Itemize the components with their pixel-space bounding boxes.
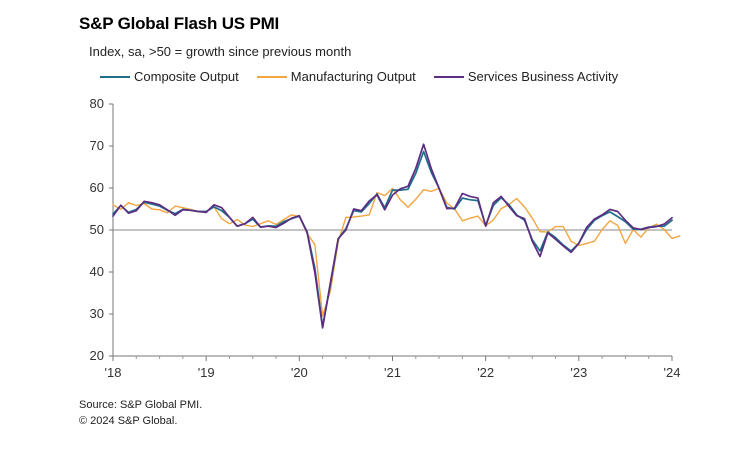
legend-label-composite: Composite Output (134, 69, 239, 84)
x-tick-label: '18 (105, 365, 122, 380)
series-line-manufacturing-output (112, 187, 681, 317)
series-line-composite-output (112, 150, 673, 328)
source-note: Source: S&P Global PMI. (79, 399, 203, 411)
legend-swatch-services (433, 75, 464, 78)
y-tick-label: 30 (90, 306, 104, 321)
copyright-note: © 2024 S&P Global. (79, 415, 178, 427)
chart-legend: Composite Output Manufacturing Output Se… (100, 69, 618, 84)
legend-swatch-manufacturing (256, 75, 287, 78)
x-tick-label: '19 (198, 365, 215, 380)
legend-item-manufacturing: Manufacturing Output (256, 69, 416, 84)
y-tick-label: 70 (90, 138, 104, 153)
legend-item-composite: Composite Output (100, 69, 239, 84)
y-tick-label: 50 (90, 222, 104, 237)
y-tick-label: 80 (90, 96, 104, 111)
x-tick-label: '23 (570, 365, 587, 380)
legend-item-services: Services Business Activity (433, 69, 619, 84)
x-tick-label: '24 (664, 365, 681, 380)
x-tick-label: '20 (291, 365, 308, 380)
legend-swatch-composite (100, 75, 130, 78)
chart-subtitle: Index, sa, >50 = growth since previous m… (89, 44, 352, 59)
y-tick-label: 40 (90, 264, 104, 279)
series-line-services-business-activity (112, 143, 673, 329)
chart-title: S&P Global Flash US PMI (79, 14, 280, 33)
y-tick-label: 60 (90, 180, 104, 195)
legend-label-services: Services Business Activity (467, 69, 619, 84)
x-tick-label: '21 (384, 365, 401, 380)
x-tick-label: '22 (477, 365, 494, 380)
chart-footer: Source: S&P Global PMI. © 2024 S&P Globa… (79, 397, 202, 429)
legend-label-manufacturing: Manufacturing Output (290, 69, 416, 84)
y-tick-label: 20 (90, 348, 104, 363)
